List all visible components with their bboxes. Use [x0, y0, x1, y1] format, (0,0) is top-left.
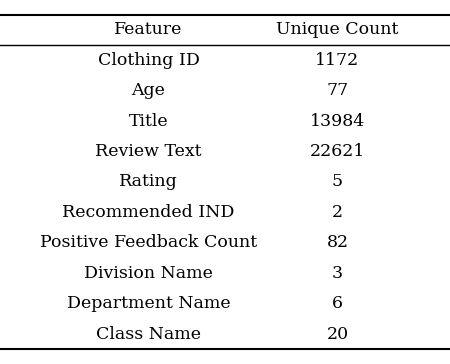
Text: 20: 20: [326, 326, 349, 343]
Text: Positive Feedback Count: Positive Feedback Count: [40, 234, 257, 252]
Text: Clothing ID: Clothing ID: [98, 52, 199, 69]
Text: 77: 77: [326, 82, 349, 99]
Text: Department Name: Department Name: [67, 295, 230, 312]
Text: 5: 5: [332, 174, 343, 190]
Text: 13984: 13984: [310, 112, 365, 130]
Text: 6: 6: [332, 295, 343, 312]
Text: 3: 3: [332, 265, 343, 282]
Text: Division Name: Division Name: [84, 265, 213, 282]
Text: 22621: 22621: [310, 143, 365, 160]
Text: Class Name: Class Name: [96, 326, 201, 343]
Text: 82: 82: [326, 234, 349, 252]
Text: Review Text: Review Text: [95, 143, 202, 160]
Text: Unique Count: Unique Count: [276, 21, 399, 38]
Text: Feature: Feature: [114, 21, 183, 38]
Text: Recommended IND: Recommended IND: [62, 204, 235, 221]
Text: 1172: 1172: [315, 52, 360, 69]
Text: Title: Title: [129, 112, 168, 130]
Text: Rating: Rating: [119, 174, 178, 190]
Text: 2: 2: [332, 204, 343, 221]
Text: Age: Age: [131, 82, 166, 99]
